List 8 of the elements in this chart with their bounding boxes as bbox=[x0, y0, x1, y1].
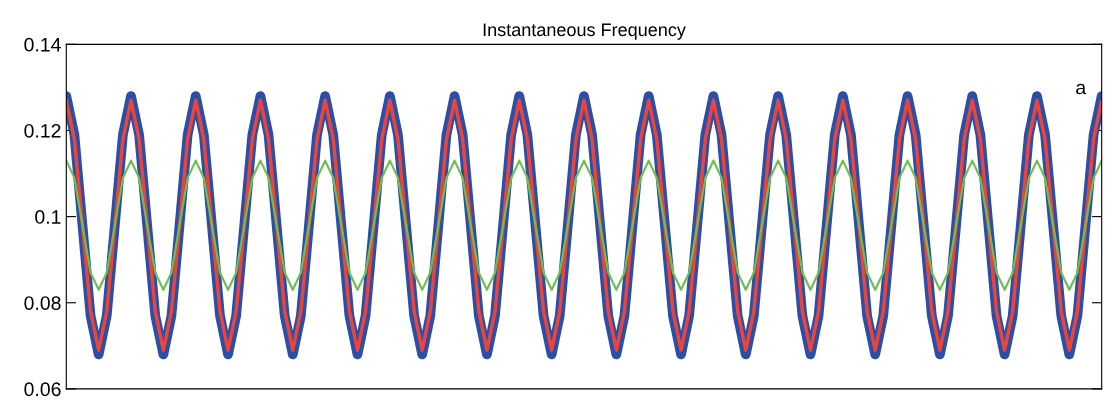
y-tick-label: 0.12 bbox=[24, 123, 61, 138]
y-tick-label: 0.14 bbox=[24, 37, 61, 52]
annotation: a bbox=[1076, 83, 1087, 95]
chart-title: Instantaneous Frequency bbox=[483, 23, 686, 40]
line-series bbox=[66, 159, 1102, 291]
y-tick-label: 0.08 bbox=[24, 296, 61, 310]
y-tick-label: 0.1 bbox=[35, 210, 61, 224]
y-tick-label: 0.06 bbox=[24, 382, 61, 397]
